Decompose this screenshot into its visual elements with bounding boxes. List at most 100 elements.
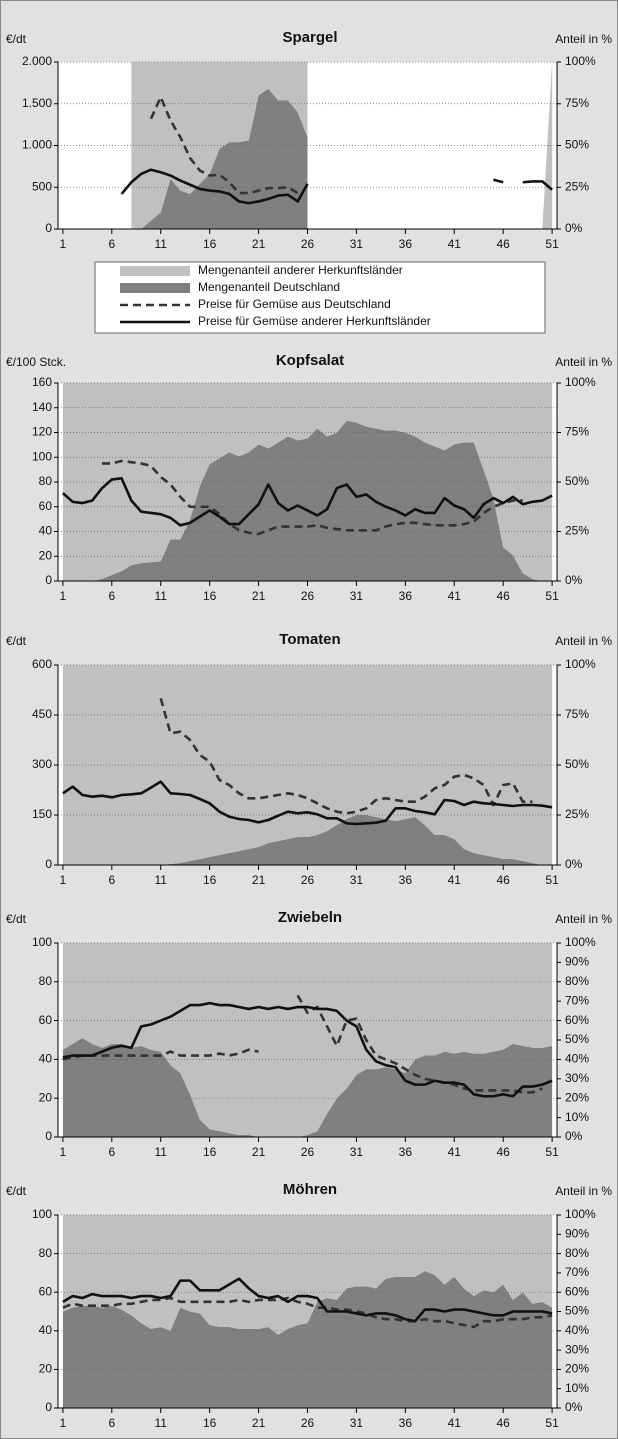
y2-tick-label: 40% [565,1323,589,1337]
x-tick-label: 36 [399,1145,413,1159]
y-tick-label: 80 [39,974,53,988]
y-tick-label: 100 [32,449,52,463]
y2-tick-label: 70% [565,1265,589,1279]
y-tick-label: 60 [39,1284,53,1298]
y-tick-label: 60 [39,499,53,513]
price-line [62,1296,553,1329]
x-tick-label: 41 [448,1416,462,1430]
x-tick-label: 6 [108,1416,115,1430]
y-tick-label: 0 [45,573,52,587]
y-tick-label: 100 [32,935,52,949]
price-line [149,95,299,195]
x-tick-label: 21 [252,237,266,251]
x-tick-label: 46 [497,1145,511,1159]
y2-tick-label: 30% [565,1342,589,1356]
y-tick-label: 40 [39,1052,53,1066]
y2-tick-label: 40% [565,1052,589,1066]
x-tick-label: 11 [155,1416,168,1430]
y2-axis-label: Anteil in % [555,912,612,926]
y-tick-label: 0 [45,857,52,871]
y2-tick-label: 0% [565,1129,583,1143]
x-tick-label: 26 [301,1145,315,1159]
x-tick-label: 16 [203,1145,217,1159]
y2-tick-label: 0% [565,573,583,587]
y-tick-label: 0 [45,1400,52,1414]
y2-tick-label: 100% [565,657,596,671]
x-tick-label: 36 [399,873,413,887]
y-tick-label: 60 [39,1013,53,1027]
x-tick-label: 11 [155,237,168,251]
area [62,1270,553,1408]
legend-label: Preise für Gemüse aus Deutschland [198,297,391,311]
x-tick-label: 6 [108,237,115,251]
x-tick-label: 46 [497,873,511,887]
y-tick-label: 80 [39,474,53,488]
area [62,383,553,581]
y-axis-label: €/dt [6,912,27,926]
x-tick-label: 11 [155,589,168,603]
x-tick-label: 36 [399,589,413,603]
y-axis-label: €/dt [6,32,27,46]
y2-tick-label: 0% [565,857,583,871]
y2-tick-label: 60% [565,1013,589,1027]
y-axis-label: €/dt [6,1184,27,1198]
chart-title: Zwiebeln [278,909,342,926]
y-tick-label: 120 [32,425,52,439]
y-axis-label: €/dt [6,634,27,648]
x-tick-label: 31 [350,1416,364,1430]
x-tick-label: 11 [155,873,168,887]
y-tick-label: 20 [39,548,53,562]
chart-title: Möhren [283,1181,337,1198]
y2-tick-label: 25% [565,807,589,821]
legend: Mengenanteil anderer Herkunftsländer Meng… [94,261,546,334]
area [131,88,308,229]
x-tick-label: 1 [60,1416,67,1430]
y2-tick-label: 75% [565,96,589,110]
y-tick-label: 80 [39,1246,53,1260]
y2-tick-label: 50% [565,1032,589,1046]
price-line [62,780,553,826]
area [62,1215,553,1335]
y-tick-label: 500 [32,179,52,193]
price-line [102,459,523,536]
x-tick-label: 51 [545,1145,559,1159]
y-tick-label: 100 [32,1207,52,1221]
y-tick-label: 140 [32,400,52,414]
x-tick-label: 51 [545,873,559,887]
y2-tick-label: 100% [565,935,596,949]
x-tick-label: 6 [108,589,115,603]
y2-tick-label: 25% [565,524,589,538]
x-tick-label: 41 [448,589,462,603]
y-tick-label: 0 [45,221,52,235]
x-tick-label: 1 [60,873,67,887]
area [62,815,553,865]
y-tick-label: 1.000 [22,138,52,152]
y2-tick-label: 50% [565,1304,589,1318]
y2-tick-label: 0% [565,221,583,235]
x-tick-label: 11 [155,1145,168,1159]
x-tick-label: 36 [399,237,413,251]
y2-tick-label: 50% [565,138,589,152]
y-tick-label: 150 [32,807,52,821]
x-tick-label: 6 [108,1145,115,1159]
x-tick-label: 31 [350,589,364,603]
x-tick-label: 51 [545,1416,559,1430]
y-tick-label: 20 [39,1362,53,1376]
x-tick-label: 6 [108,873,115,887]
legend-label: Mengenanteil Deutschland [198,280,340,294]
y2-tick-label: 100% [565,375,596,389]
area [62,943,553,1137]
y2-tick-label: 90% [565,955,589,969]
price-line [62,476,553,527]
x-tick-label: 16 [203,873,217,887]
y2-tick-label: 20% [565,1362,589,1376]
chart-title: Kopfsalat [276,352,344,369]
y-tick-label: 40 [39,1323,53,1337]
area [131,62,553,229]
x-tick-label: 41 [448,873,462,887]
area [62,420,553,581]
y-tick-label: 450 [32,707,52,721]
x-tick-label: 31 [350,873,364,887]
y2-tick-label: 50% [565,757,589,771]
